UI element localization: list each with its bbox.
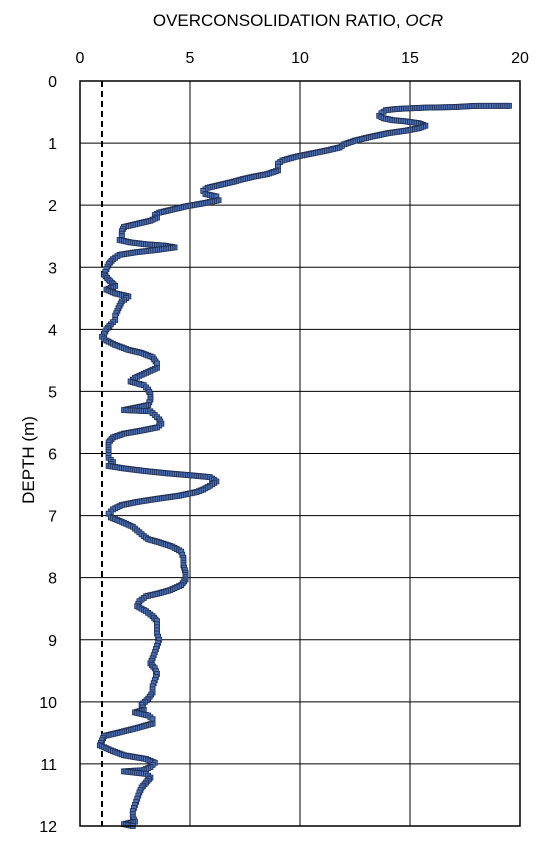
x-tick-label: 20 bbox=[511, 50, 529, 67]
y-tick-label: 11 bbox=[40, 757, 57, 774]
x-axis-title-main: OVERCONSOLIDATION RATIO, bbox=[153, 11, 406, 30]
y-tick-label: 10 bbox=[39, 695, 57, 712]
x-tick-label: 5 bbox=[186, 50, 195, 67]
x-axis-title-italic: OCR bbox=[405, 11, 443, 30]
y-tick-label: 7 bbox=[48, 509, 57, 526]
y-tick-label: 3 bbox=[48, 260, 57, 277]
y-tick-label: 0 bbox=[48, 74, 57, 91]
y-axis-title: DEPTH (m) bbox=[19, 416, 38, 504]
x-tick-label: 0 bbox=[76, 50, 85, 67]
y-tick-label: 12 bbox=[39, 819, 57, 836]
x-axis-title: OVERCONSOLIDATION RATIO, OCR bbox=[153, 11, 443, 30]
plot-frame bbox=[79, 80, 521, 827]
y-tick-label: 6 bbox=[48, 447, 57, 464]
y-tick-label: 8 bbox=[48, 571, 57, 588]
y-tick-label: 2 bbox=[48, 198, 57, 215]
y-tick-label: 5 bbox=[48, 384, 57, 401]
data-points bbox=[96, 102, 512, 829]
x-tick-label: 10 bbox=[291, 50, 309, 67]
y-tick-label: 9 bbox=[48, 633, 57, 650]
x-tick-label: 15 bbox=[401, 50, 419, 67]
y-tick-label: 4 bbox=[48, 322, 57, 339]
y-tick-label: 1 bbox=[48, 136, 57, 153]
